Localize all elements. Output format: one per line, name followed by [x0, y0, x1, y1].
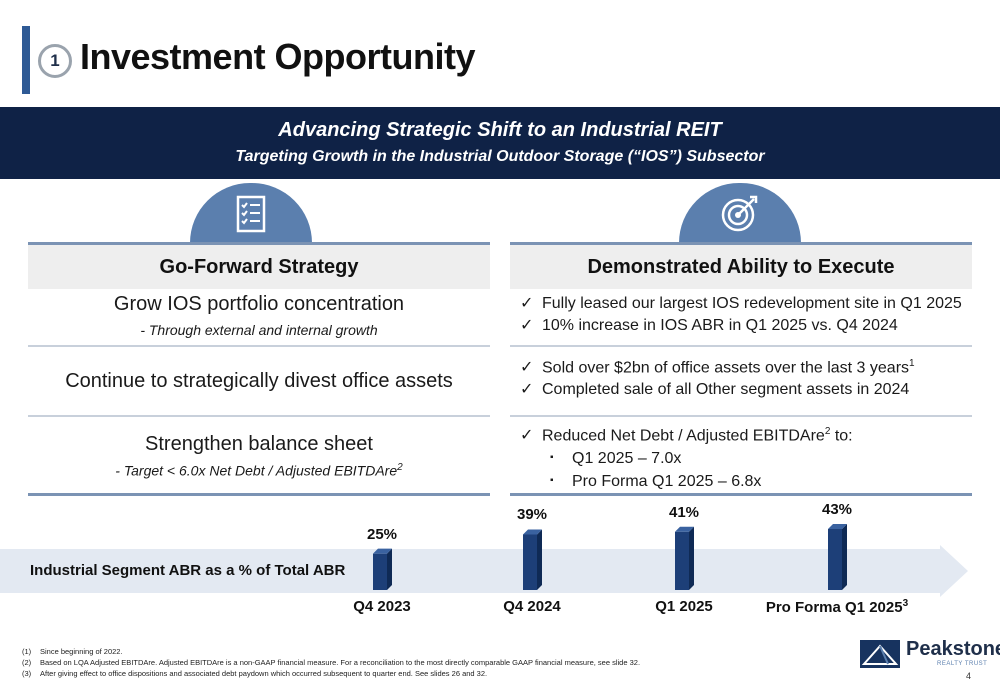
square-bullet-icon: ▪ [550, 451, 554, 463]
check-icon: ✓ [520, 359, 534, 376]
execution-group: ✓ Reduced Net Debt / Adjusted EBITDAre2 t… [510, 417, 972, 493]
strategy-row: Continue to strategically divest office … [28, 347, 490, 415]
column-heading: Go-Forward Strategy [28, 245, 490, 289]
title-accent-bar [22, 26, 30, 94]
page-number: 4 [966, 671, 972, 681]
strategy-row: Grow IOS portfolio concentration - Throu… [28, 289, 490, 345]
sub-bullet-item: ▪ Pro Forma Q1 2025 – 6.8x [520, 470, 972, 493]
bar-top [828, 524, 847, 530]
chart-title: Industrial Segment ABR as a % of Total A… [30, 562, 346, 579]
check-icon: ✓ [520, 316, 534, 334]
strategy-row-title: Continue to strategically divest office … [65, 369, 453, 392]
peakstone-logo-icon [860, 640, 900, 668]
bar-side [387, 548, 392, 590]
strategy-row-subtitle: - Through external and internal growth [140, 322, 378, 338]
bar [675, 531, 689, 590]
bar-side [689, 526, 694, 590]
bar-category-label: Q4 2023 [353, 598, 411, 615]
bar-value-label: 43% [821, 501, 853, 518]
strategy-row: Strengthen balance sheet - Target < 6.0x… [28, 417, 490, 493]
bar [523, 534, 537, 590]
page-title: Investment Opportunity [80, 36, 476, 77]
check-icon: ✓ [520, 380, 534, 398]
bar-value-label: 25% [366, 525, 398, 543]
check-item: ✓ Fully leased our largest IOS redevelopm… [520, 293, 972, 315]
check-icon: ✓ [520, 295, 534, 312]
section-number-badge: 1 [38, 44, 72, 78]
check-item: ✓ Sold over $2bn of office assets over th… [520, 357, 972, 379]
bar-top [675, 526, 694, 532]
brand-tagline: REALTY TRUST [937, 661, 988, 667]
column-heading: Demonstrated Ability to Execute [510, 245, 972, 289]
check-item: ✓ Reduced Net Debt / Adjusted EBITDAre2 t… [520, 425, 972, 447]
banner-headline: Advancing Strategic Shift to an Industri… [278, 119, 722, 141]
bar-value-label: 41% [668, 503, 700, 521]
bar-top [373, 548, 392, 554]
footnote: (3) After giving effect to office disposi… [22, 669, 488, 678]
go-forward-strategy-column: Go-Forward Strategy Grow IOS portfolio c… [28, 242, 490, 496]
bar-category-label: Q1 2025 [655, 598, 713, 615]
bar [373, 553, 387, 590]
square-bullet-icon: ▪ [550, 475, 554, 487]
bar-side [537, 529, 542, 590]
banner-subheadline: Targeting Growth in the Industrial Outdo… [235, 148, 765, 165]
bar-category-label: Q4 2024 [503, 598, 561, 615]
execution-group: ✓ Sold over $2bn of office assets over th… [510, 347, 972, 415]
chart-arrow-band [0, 545, 968, 597]
bar [828, 529, 842, 590]
bar-side [842, 524, 847, 590]
checklist-icon [236, 195, 266, 233]
brand-name: Peakstone® [906, 638, 1000, 660]
check-icon: ✓ [520, 427, 534, 444]
check-item: ✓ Completed sale of all Other segment ass… [520, 379, 972, 401]
bar-value-label: 39% [516, 506, 548, 524]
theme-banner: Advancing Strategic Shift to an Industri… [0, 107, 1000, 179]
sub-bullet-item: ▪ Q1 2025 – 7.0x [520, 447, 972, 470]
footnote: (2) Based on LQA Adjusted EBITDAre. Adjus… [22, 658, 641, 667]
target-icon [721, 195, 758, 232]
strategy-row-title: Grow IOS portfolio concentration [113, 293, 405, 315]
strategy-row-title: Strengthen balance sheet [145, 433, 373, 455]
bar-top [523, 529, 542, 535]
bar-category-label: Pro Forma Q1 20253 [765, 598, 909, 616]
check-item: ✓ 10% increase in IOS ABR in Q1 2025 vs. … [520, 315, 972, 337]
execution-column: Demonstrated Ability to Execute ✓ Fully l… [510, 242, 972, 496]
execution-group: ✓ Fully leased our largest IOS redevelopm… [510, 289, 972, 345]
strategy-row-subtitle: - Target < 6.0x Net Debt / Adjusted EBIT… [115, 462, 403, 479]
footnote: (1) Since beginning of 2022. [22, 647, 123, 656]
